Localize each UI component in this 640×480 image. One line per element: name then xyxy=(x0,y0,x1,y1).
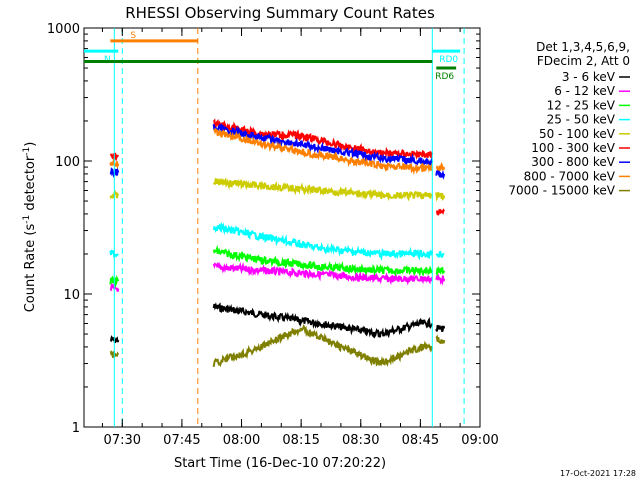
legend-label-5: 100 - 300 keV xyxy=(531,141,615,155)
series-1-segment-2 xyxy=(435,273,446,286)
legend-label-1: 6 - 12 keV xyxy=(554,84,616,98)
series-4-segment-1 xyxy=(212,177,434,202)
y-tick-label-2: 100 xyxy=(55,155,80,170)
legend-label-7: 800 - 7000 keV xyxy=(524,169,616,183)
legend-label-4: 50 - 100 keV xyxy=(539,127,616,141)
y-axis-label-part3: ) xyxy=(23,142,38,147)
y-tick-label-0: 1 xyxy=(72,421,80,436)
x-tick-label-4: 08:30 xyxy=(342,433,379,448)
series-7-segment-2 xyxy=(435,161,446,172)
legend-label-8: 7000 - 15000 keV xyxy=(508,184,615,198)
x-tick-label-3: 08:15 xyxy=(282,433,319,448)
series-5-segment-2 xyxy=(435,208,446,216)
x-tick-label-1: 07:45 xyxy=(163,433,200,448)
series-7-segment-1 xyxy=(213,127,434,176)
y-axis-label-sup2: -1 xyxy=(22,147,32,156)
annotation-label-4: RD6 xyxy=(435,72,454,82)
series-3-segment-2 xyxy=(435,250,445,259)
series-4-segment-2 xyxy=(435,192,446,202)
series-6-segment-1 xyxy=(212,123,434,166)
series-0-segment-1 xyxy=(212,302,434,339)
timestamp: 17-Oct-2021 17:28 xyxy=(560,469,636,478)
x-tick-label-5: 08:45 xyxy=(402,433,439,448)
series-2-segment-1 xyxy=(212,244,434,277)
legend-label-3: 25 - 50 keV xyxy=(547,113,616,127)
annotation-label-0: S xyxy=(130,31,136,41)
y-axis-label-part1: Count Rate (s xyxy=(23,224,38,313)
x-tick-label-2: 08:00 xyxy=(223,433,260,448)
chart-title: RHESSI Observing Summary Count Rates xyxy=(125,4,435,22)
x-axis-label: Start Time (16-Dec-10 07:20:22) xyxy=(174,456,386,471)
y-axis-label-part2: detector xyxy=(23,155,38,215)
legend-label-6: 300 - 800 keV xyxy=(531,155,615,169)
legend-header-0: Det 1,3,4,5,6,9, xyxy=(536,40,630,54)
series-1-segment-1 xyxy=(212,261,433,286)
series-6-segment-2 xyxy=(435,169,446,181)
series-2-segment-2 xyxy=(435,265,446,277)
y-tick-label-1: 10 xyxy=(63,288,80,303)
series-8-segment-1 xyxy=(212,323,434,368)
series-0-segment-2 xyxy=(435,324,446,332)
x-tick-label-0: 07:30 xyxy=(104,433,141,448)
axis-ticks: 07:30 07:45 08:00 08:15 08:30 08:45 09:00 1 10 10… xyxy=(47,22,499,448)
y-tick-label-3: 1000 xyxy=(47,22,80,37)
series-8-segment-2 xyxy=(435,334,446,345)
y-axis-label-sup: -1 xyxy=(22,215,32,224)
annotation-label-2: RD0 xyxy=(439,55,458,65)
series-3-segment-1 xyxy=(212,221,434,262)
legend-header-1: FDecim 2, Att 0 xyxy=(537,54,630,68)
plot-frame xyxy=(83,27,481,428)
plot-area: SNRD0RD6 xyxy=(83,27,481,428)
x-tick-label-6: 09:00 xyxy=(461,433,498,448)
legend: Det 1,3,4,5,6,9,FDecim 2, Att 0 3 - 6 keV… xyxy=(508,40,630,198)
legend-label-0: 3 - 6 keV xyxy=(562,70,616,84)
legend-label-2: 12 - 25 keV xyxy=(547,98,616,112)
y-axis-label: Count Rate (s-1 detector-1) xyxy=(22,142,38,313)
